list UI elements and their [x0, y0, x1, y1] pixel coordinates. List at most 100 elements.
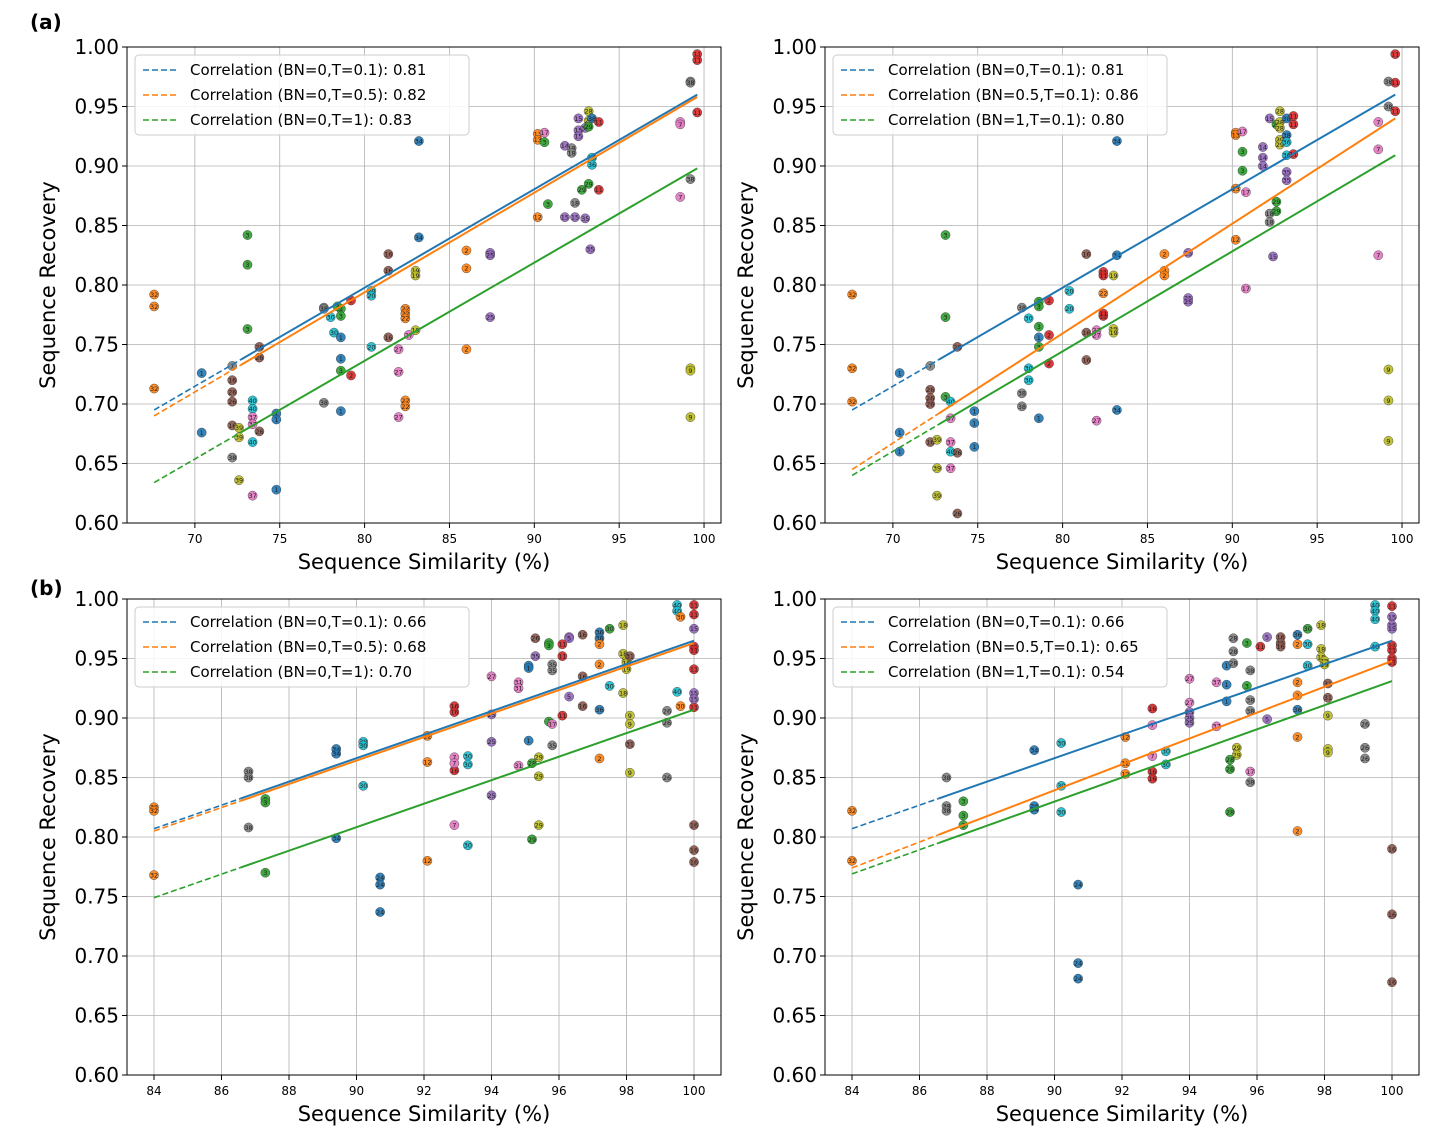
data-point: 16	[689, 820, 699, 830]
data-point: 15	[1264, 113, 1275, 124]
data-point-marker	[1387, 623, 1397, 634]
fit-line-dashed-1	[851, 797, 939, 830]
data-point: 25	[485, 250, 495, 261]
data-point-label: 29	[578, 186, 586, 194]
data-point: 17	[539, 127, 550, 138]
data-point: 26	[925, 399, 936, 409]
data-point-marker	[414, 232, 424, 243]
data-point-marker	[1323, 692, 1333, 703]
data-point-marker	[689, 664, 699, 675]
fit-line-1	[938, 639, 1393, 800]
data-point-marker	[580, 213, 591, 224]
data-point-label: 31	[514, 685, 522, 693]
data-point: 25	[1183, 296, 1193, 307]
data-point-marker	[1275, 641, 1286, 652]
data-point: 11	[689, 600, 699, 610]
data-point-marker	[486, 671, 497, 682]
data-point-label: 16	[690, 822, 698, 830]
data-point: 11	[1288, 119, 1299, 130]
y-tick-label: 0.95	[772, 647, 817, 671]
data-point: 26	[1360, 753, 1370, 764]
data-point-label: 30	[605, 682, 613, 690]
data-point-marker	[925, 399, 936, 409]
data-point-marker	[1225, 807, 1235, 817]
data-point-marker	[1231, 750, 1242, 760]
data-point: 39	[932, 434, 942, 445]
data-point-label: 39	[933, 465, 941, 473]
data-point: 1	[969, 406, 980, 416]
data-point-marker	[196, 427, 207, 438]
data-point: 11	[594, 117, 604, 127]
data-point-label: 16	[228, 377, 236, 385]
data-point-label: 15	[571, 214, 579, 222]
data-point-marker	[583, 179, 594, 189]
data-point-label: 38	[1246, 707, 1254, 715]
data-point-marker	[1108, 327, 1119, 338]
data-point: 24	[1073, 879, 1083, 890]
data-point-label: 38	[1018, 390, 1026, 398]
data-point: 15	[570, 212, 580, 222]
data-point-label: 1	[898, 429, 902, 437]
data-point-marker	[675, 192, 686, 202]
fit-lines	[851, 639, 1393, 875]
data-point: 30	[1302, 660, 1313, 671]
data-point-label: 11	[1289, 112, 1297, 120]
data-point: 34	[1029, 745, 1040, 755]
data-point-marker	[1245, 766, 1256, 777]
fit-line-3	[240, 708, 695, 869]
data-point-marker	[449, 707, 460, 717]
data-point-label: 28	[1276, 108, 1284, 116]
data-point: 17	[547, 719, 558, 729]
data-point-marker	[414, 136, 424, 146]
data-point: 5	[1262, 714, 1272, 724]
data-point-label: 14	[1259, 154, 1267, 162]
data-point: 19	[1108, 327, 1119, 338]
data-point-marker	[594, 753, 605, 764]
data-point: 15	[1387, 612, 1397, 622]
data-point-label: 26	[531, 635, 539, 643]
data-point-label: 34	[415, 137, 423, 145]
data-point: 16	[689, 857, 699, 867]
data-point: 11	[689, 609, 699, 620]
data-point-label: 18	[571, 199, 579, 207]
data-point-marker	[577, 184, 587, 195]
data-point-marker	[1360, 753, 1370, 764]
data-point: 26	[1360, 742, 1370, 753]
data-point-label: 30	[1025, 315, 1033, 323]
data-point: 31	[513, 683, 524, 694]
data-point: 1	[1034, 332, 1044, 343]
data-point: 34	[1112, 136, 1122, 146]
y-tick-label: 1.00	[74, 35, 119, 59]
data-point-label: 27	[394, 413, 402, 421]
y-tick-label: 0.90	[772, 706, 817, 730]
data-point-label: 9	[1386, 397, 1390, 405]
data-point-marker	[1360, 719, 1370, 729]
legend-entry-3: Correlation (BN=1,T=0.1): 0.54	[888, 663, 1124, 681]
data-point-label: 2	[597, 661, 601, 669]
data-point-label: 38	[228, 454, 236, 462]
data-point-marker	[400, 401, 411, 412]
data-point-label: 40	[673, 688, 681, 696]
data-point: 18	[1316, 620, 1326, 630]
data-point-label: 3	[547, 642, 551, 650]
data-point-marker	[672, 687, 682, 697]
data-point-marker	[523, 663, 534, 673]
x-axis-label: Sequence Similarity (%)	[298, 550, 551, 574]
data-point-marker	[932, 490, 942, 501]
data-point: 14	[1258, 152, 1268, 163]
data-point-marker	[1081, 355, 1092, 365]
data-point-marker	[932, 463, 942, 474]
data-point-marker	[1242, 638, 1252, 648]
data-point: 9	[625, 767, 635, 778]
data-point: 32	[149, 301, 159, 312]
data-point-label: 16	[384, 334, 392, 342]
data-point: 24	[1073, 958, 1083, 968]
data-point-label: 19	[411, 272, 419, 280]
data-point-label: 38	[1282, 115, 1290, 123]
data-point-marker	[577, 701, 588, 711]
data-point-label: 5	[567, 635, 571, 643]
data-point: 35	[547, 665, 558, 676]
data-point: 14	[1258, 161, 1268, 171]
data-point-marker	[1264, 217, 1275, 227]
data-point-label: 9	[1386, 366, 1390, 374]
